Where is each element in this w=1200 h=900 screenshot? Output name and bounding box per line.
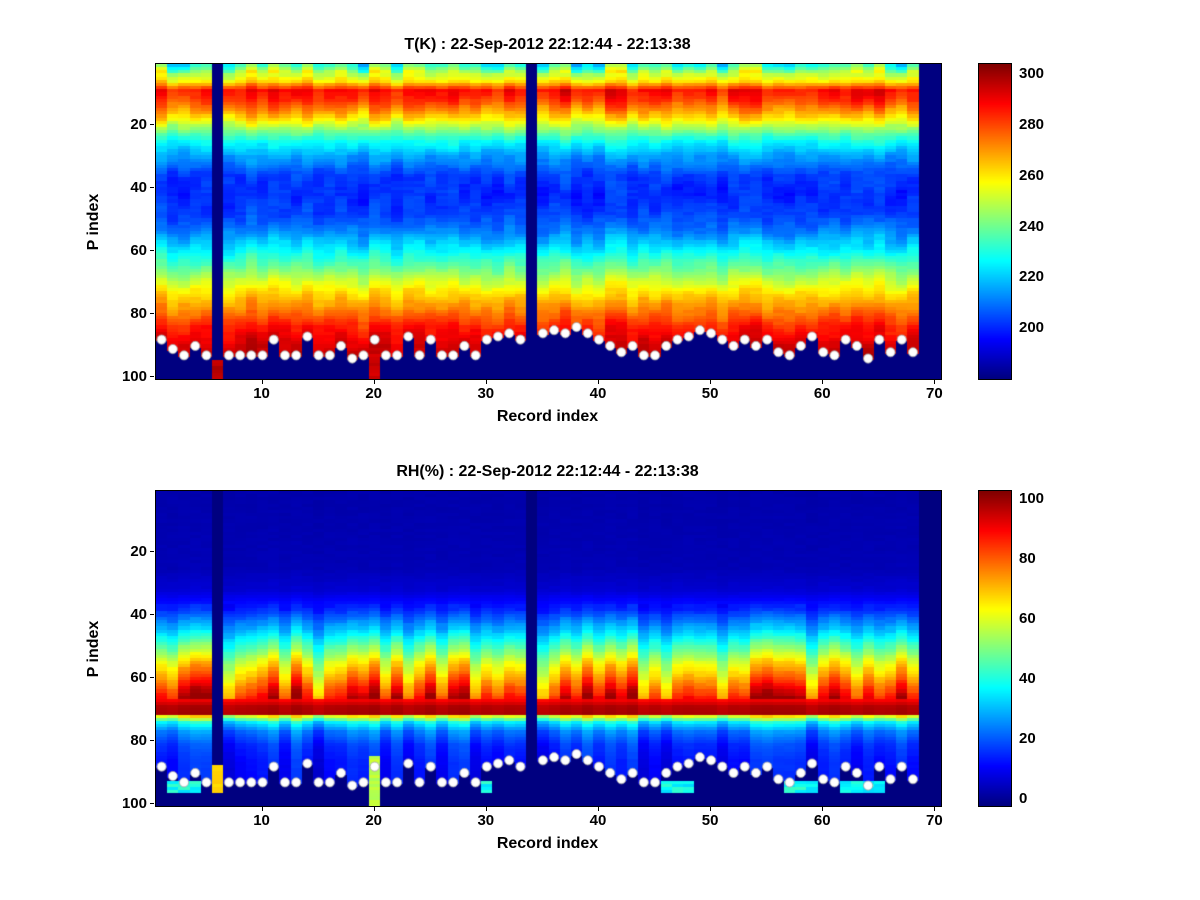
y-tick-mark: [150, 803, 154, 805]
colorbar-tick-label: 40: [1019, 669, 1036, 687]
y-tick-mark: [150, 124, 154, 126]
x-tick-mark: [934, 807, 936, 811]
temperature-x-axis-label: Record index: [496, 408, 599, 425]
x-tick-label: 30: [477, 385, 495, 402]
colorbar-tick-label: 280: [1019, 115, 1045, 133]
y-tick-label: 100: [121, 368, 147, 386]
temperature-y-axis-label: P index: [85, 193, 102, 251]
x-tick-mark: [597, 380, 599, 384]
y-tick-label: 40: [130, 179, 147, 197]
temperature-colorbar: [978, 63, 1012, 380]
colorbar-tick-label: 220: [1019, 268, 1045, 286]
colorbar-tick-label: 260: [1019, 166, 1045, 184]
y-tick-mark: [150, 187, 154, 189]
y-tick-label: 80: [130, 305, 147, 323]
y-tick-mark: [150, 677, 154, 679]
y-tick-label: 60: [130, 669, 147, 687]
humidity-chart-title: RH(%) : 22-Sep-2012 22:12:44 - 22:13:38: [396, 463, 699, 480]
humidity-x-axis-label: Record index: [496, 835, 599, 852]
temperature-chart-title: T(K) : 22-Sep-2012 22:12:44 - 22:13:38: [404, 36, 691, 53]
x-tick-label: 20: [365, 812, 383, 829]
x-tick-label: 50: [701, 385, 719, 402]
x-tick-label: 40: [589, 385, 607, 402]
x-tick-mark: [822, 380, 824, 384]
colorbar-tick-label: 60: [1019, 609, 1036, 627]
y-tick-label: 100: [121, 795, 147, 813]
y-tick-mark: [150, 250, 154, 252]
x-tick-label: 10: [253, 385, 270, 402]
y-tick-label: 20: [130, 543, 147, 561]
x-tick-label: 50: [701, 812, 719, 829]
humidity-colorbar: [978, 490, 1012, 807]
humidity-y-axis-label: P index: [85, 620, 102, 678]
x-tick-label: 20: [365, 385, 383, 402]
x-tick-label: 70: [926, 385, 943, 402]
x-tick-mark: [261, 380, 263, 384]
y-tick-mark: [150, 740, 154, 742]
temperature-heatmap-canvas: [155, 63, 942, 380]
y-tick-label: 80: [130, 732, 147, 750]
colorbar-tick-label: 240: [1019, 217, 1045, 235]
colorbar-tick-label: 300: [1019, 65, 1045, 83]
y-tick-mark: [150, 614, 154, 616]
y-tick-mark: [150, 551, 154, 553]
x-tick-label: 60: [813, 385, 831, 402]
x-tick-label: 40: [589, 812, 607, 829]
y-tick-mark: [150, 313, 154, 315]
x-tick-mark: [597, 807, 599, 811]
y-tick-label: 40: [130, 606, 147, 624]
x-tick-mark: [710, 380, 712, 384]
x-tick-label: 60: [813, 812, 831, 829]
x-tick-label: 30: [477, 812, 495, 829]
colorbar-tick-label: 100: [1019, 489, 1045, 507]
x-tick-mark: [934, 380, 936, 384]
x-tick-label: 70: [926, 812, 943, 829]
y-tick-mark: [150, 376, 154, 378]
colorbar-tick-label: 80: [1019, 549, 1036, 567]
colorbar-tick-label: 200: [1019, 319, 1045, 337]
x-tick-mark: [373, 380, 375, 384]
x-tick-mark: [710, 807, 712, 811]
x-tick-label: 10: [253, 812, 270, 829]
y-tick-label: 60: [130, 242, 147, 260]
x-tick-mark: [485, 380, 487, 384]
colorbar-tick-label: 0: [1019, 789, 1028, 807]
humidity-heatmap-canvas: [155, 490, 942, 807]
x-tick-mark: [822, 807, 824, 811]
x-tick-mark: [373, 807, 375, 811]
x-tick-mark: [485, 807, 487, 811]
x-tick-mark: [261, 807, 263, 811]
colorbar-tick-label: 20: [1019, 729, 1036, 747]
y-tick-label: 20: [130, 116, 147, 134]
